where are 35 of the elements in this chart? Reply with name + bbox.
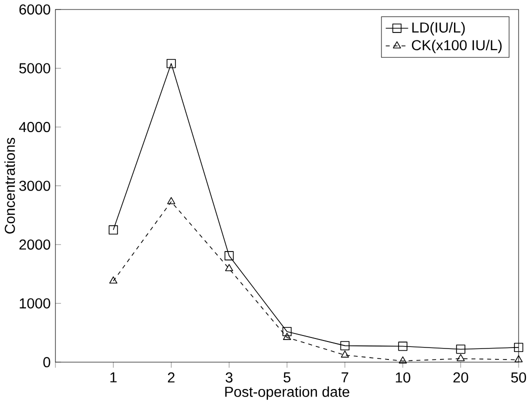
legend-label: CK(x100 IU/L) xyxy=(412,40,502,54)
point xyxy=(282,326,292,336)
x-tick-label: 2 xyxy=(168,372,175,382)
point xyxy=(282,332,292,340)
point xyxy=(514,355,523,362)
y-tick-label: 0 xyxy=(43,356,50,368)
x-tick-label: 10 xyxy=(396,372,410,383)
x-tick-label: 7 xyxy=(342,372,348,382)
y-tick-label: 2000 xyxy=(19,239,50,250)
x-tick-label: 1 xyxy=(110,372,117,382)
y-tick-label: 5000 xyxy=(19,63,50,74)
point xyxy=(340,350,349,358)
point xyxy=(166,58,176,68)
y-tick-label: 3000 xyxy=(19,180,50,191)
point xyxy=(224,251,234,260)
point xyxy=(398,342,408,351)
point xyxy=(225,264,234,272)
point xyxy=(340,341,350,350)
x-tick-label: 50 xyxy=(511,372,526,383)
point xyxy=(514,342,524,352)
point xyxy=(109,276,118,284)
point xyxy=(456,354,465,362)
y-tick-label: 1000 xyxy=(20,298,50,308)
point xyxy=(108,225,118,234)
y-tick-label: 6000 xyxy=(19,4,50,15)
x-tick-label: 3 xyxy=(226,372,232,383)
point xyxy=(167,197,176,204)
y-axis-title: Concentrations xyxy=(4,138,15,234)
point xyxy=(398,356,407,364)
point xyxy=(456,344,466,354)
x-tick-label: 5 xyxy=(284,372,290,382)
x-tick-label: 20 xyxy=(453,372,468,383)
legend-label: LD(IU/L) xyxy=(412,22,465,36)
y-tick-label: 4000 xyxy=(19,122,50,132)
x-axis-title: Post-operation date xyxy=(225,386,350,400)
